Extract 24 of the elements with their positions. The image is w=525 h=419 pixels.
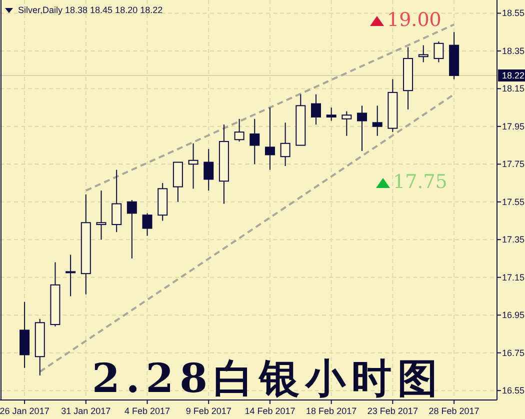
x-tick-label: 28 Feb 2017 (428, 406, 480, 416)
y-tick-label: 18.35 (502, 46, 525, 56)
x-tick-label: 18 Feb 2017 (306, 406, 357, 416)
annotation: 2.28白银小时图 (92, 355, 444, 402)
y-tick-label: 17.75 (502, 159, 525, 170)
x-tick-label: 23 Feb 2017 (367, 406, 418, 416)
y-tick-label: 17.95 (502, 121, 525, 132)
y-tick-label: 18.55 (502, 8, 525, 18)
x-tick-label: 31 Jan 2017 (61, 406, 111, 416)
y-tick-label: 18.15 (502, 84, 525, 94)
x-tick-label: 4 Feb 2017 (124, 406, 170, 416)
text: Silver,Daily 18.38 18.45 18.20 18.22 (18, 5, 163, 15)
y-tick-label: 17.55 (502, 196, 525, 207)
x-tick-label: 14 Feb 2017 (244, 406, 296, 416)
y-tick-label: 17.15 (502, 272, 525, 282)
y-tick-label: 16.55 (502, 386, 525, 396)
ref-line-label: 18.22 (502, 70, 525, 80)
y-tick-label: 16.95 (502, 310, 525, 320)
annotation: 17.75 (393, 171, 448, 193)
x-tick-label: 26 Jan 2017 (0, 406, 50, 416)
annotation: 19.00 (387, 9, 442, 31)
y-tick-label: 16.75 (502, 348, 525, 358)
y-tick-label: 17.35 (502, 234, 525, 245)
x-tick-label: 9 Feb 2017 (186, 406, 232, 416)
